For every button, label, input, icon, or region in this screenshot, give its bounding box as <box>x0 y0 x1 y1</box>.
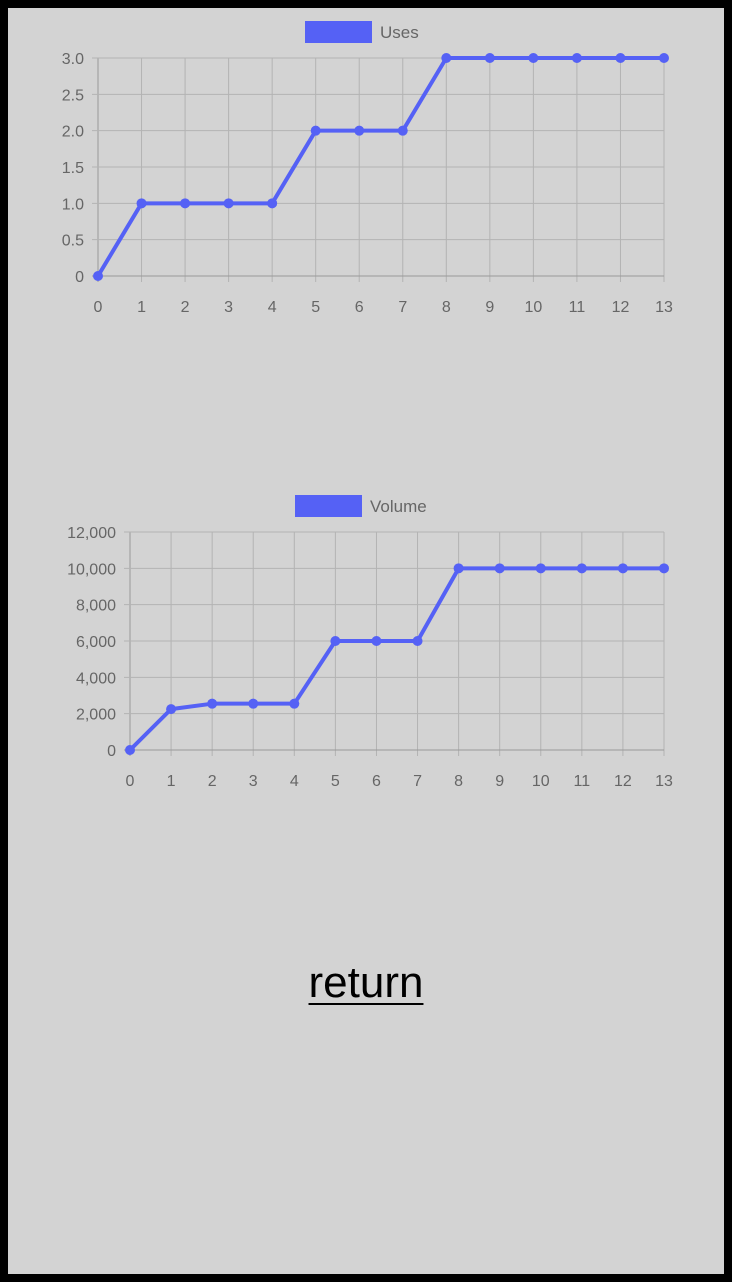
y-tick-label: 1.0 <box>62 196 84 213</box>
x-tick-label: 7 <box>413 773 422 790</box>
legend-label: Uses <box>380 23 419 42</box>
x-tick-label: 1 <box>167 773 176 790</box>
data-point <box>180 198 191 209</box>
series-line <box>96 56 666 278</box>
y-tick-label: 0 <box>75 269 84 286</box>
x-tick-label: 10 <box>532 773 550 790</box>
data-point <box>136 198 147 209</box>
y-tick-label: 1.5 <box>62 160 84 177</box>
data-point <box>354 125 365 136</box>
x-tick-label: 0 <box>126 773 135 790</box>
x-tick-label: 10 <box>524 299 542 316</box>
y-tick-label: 0 <box>107 743 116 760</box>
x-tick-label: 7 <box>398 299 407 316</box>
y-tick-label: 6,000 <box>76 634 116 651</box>
data-point <box>576 563 587 574</box>
data-point <box>659 53 669 63</box>
x-tick-label: 2 <box>181 299 190 316</box>
legend-label: Volume <box>370 497 427 516</box>
y-tick-label: 12,000 <box>67 525 116 542</box>
data-point <box>371 636 382 646</box>
x-tick-label: 3 <box>224 299 233 316</box>
data-point <box>453 563 464 574</box>
data-point <box>397 125 408 136</box>
data-point <box>289 698 300 709</box>
x-tick-label: 6 <box>355 299 364 316</box>
x-tick-label: 1 <box>137 299 146 316</box>
x-tick-label: 3 <box>249 773 258 790</box>
y-tick-label: 2,000 <box>76 707 116 724</box>
data-point <box>310 125 321 136</box>
y-tick-label: 4,000 <box>76 670 116 687</box>
x-tick-label: 12 <box>614 773 632 790</box>
data-point <box>528 53 539 63</box>
y-tick-label: 3.0 <box>62 51 84 68</box>
x-tick-label: 5 <box>331 773 340 790</box>
data-point <box>441 53 452 63</box>
data-point <box>659 563 669 574</box>
y-tick-label: 0.5 <box>62 233 84 250</box>
y-tick-label: 10,000 <box>67 561 116 578</box>
x-tick-label: 4 <box>268 299 277 316</box>
data-point <box>412 636 423 646</box>
x-tick-label: 13 <box>655 299 673 316</box>
x-tick-label: 9 <box>485 299 494 316</box>
data-point <box>535 563 546 574</box>
data-point <box>248 698 259 709</box>
y-tick-label: 2.0 <box>62 124 84 141</box>
data-point <box>571 53 582 63</box>
data-point <box>93 271 103 281</box>
x-tick-label: 5 <box>311 299 320 316</box>
x-tick-label: 11 <box>569 299 586 316</box>
x-tick-label: 9 <box>495 773 504 790</box>
data-point <box>223 198 234 209</box>
x-tick-label: 6 <box>372 773 381 790</box>
data-point <box>617 563 628 574</box>
x-tick-label: 12 <box>612 299 630 316</box>
y-tick-label: 2.5 <box>62 87 84 104</box>
x-tick-label: 8 <box>454 773 463 790</box>
data-point <box>267 198 278 209</box>
data-point <box>615 53 626 63</box>
series-line <box>128 566 666 752</box>
x-tick-label: 4 <box>290 773 299 790</box>
data-point <box>494 563 505 574</box>
data-point <box>207 698 218 709</box>
x-tick-label: 0 <box>94 299 103 316</box>
data-point <box>330 636 341 646</box>
data-point <box>125 745 135 755</box>
data-point <box>484 53 495 63</box>
legend-swatch <box>295 495 362 517</box>
x-tick-label: 13 <box>655 773 673 790</box>
x-tick-label: 2 <box>208 773 217 790</box>
return-link[interactable]: return <box>308 958 424 1007</box>
x-tick-label: 11 <box>574 773 591 790</box>
data-point <box>166 704 177 715</box>
x-tick-label: 8 <box>442 299 451 316</box>
y-tick-label: 8,000 <box>76 598 116 615</box>
legend-swatch <box>305 21 372 43</box>
